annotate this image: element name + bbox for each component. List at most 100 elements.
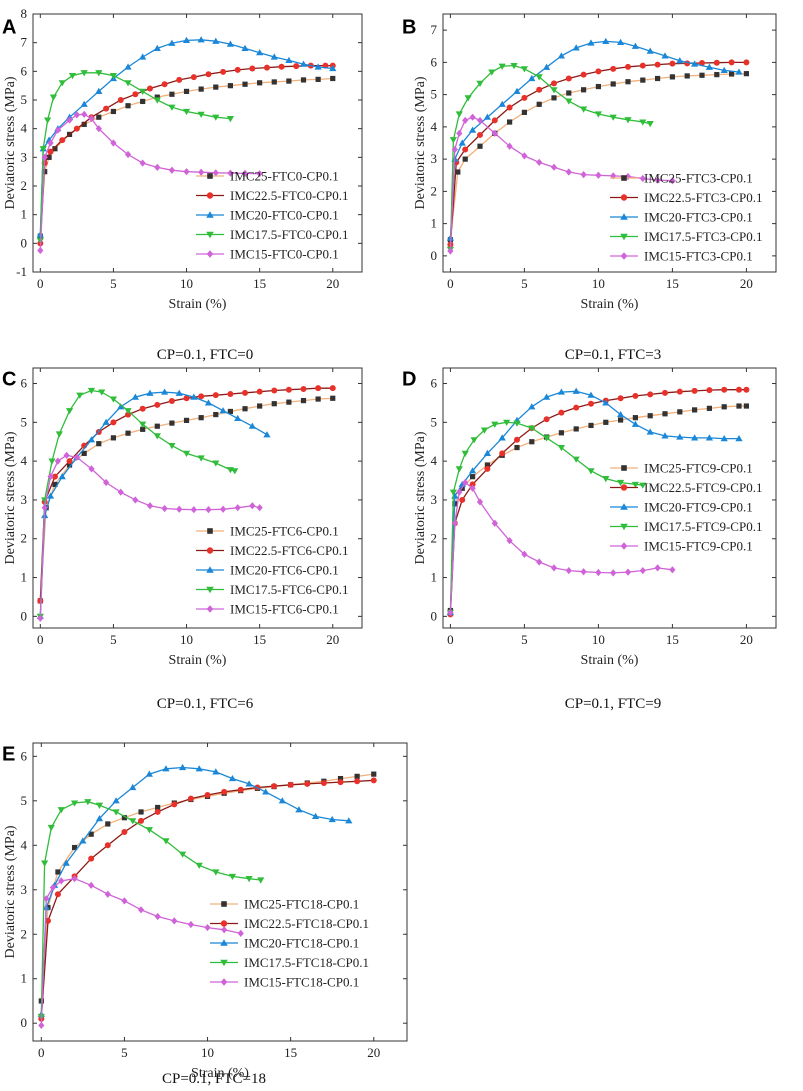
data-point	[449, 137, 457, 144]
data-point	[300, 385, 307, 392]
legend-label: IMC17.5-FTC0-CP0.1	[230, 227, 348, 242]
data-point	[41, 504, 48, 512]
data-point	[669, 566, 676, 574]
data-point	[242, 389, 249, 396]
data-point	[631, 481, 639, 489]
data-point	[242, 81, 248, 87]
legend-marker	[206, 250, 214, 258]
y-axis-label: Deviatoric stress (MPa)	[3, 825, 18, 958]
data-point	[257, 403, 263, 409]
data-point	[632, 415, 638, 421]
data-point	[124, 80, 132, 87]
data-point	[594, 111, 602, 118]
legend-label: IMC17.5-FTC3-CP0.1	[644, 229, 762, 244]
series-line	[449, 421, 643, 613]
data-point	[729, 71, 735, 77]
data-point	[618, 417, 624, 423]
data-point	[182, 108, 191, 116]
y-tick-label: 1	[431, 216, 438, 231]
y-tick-label: 3	[431, 492, 438, 507]
panel-caption: CP=0.1, FTC=9	[565, 696, 662, 712]
data-point	[162, 765, 170, 772]
y-tick-label: 6	[431, 54, 438, 69]
data-point	[625, 63, 631, 70]
data-point	[684, 73, 690, 79]
data-point	[62, 859, 70, 866]
data-point	[262, 788, 270, 795]
series-IMC15-FTC0-CP0.1	[37, 110, 263, 255]
data-point	[639, 482, 647, 489]
y-tick-label: 3	[21, 882, 28, 897]
data-point	[286, 399, 292, 405]
data-point	[557, 388, 565, 395]
data-point	[73, 453, 80, 461]
data-point	[639, 174, 646, 183]
data-point	[456, 488, 463, 496]
data-point	[234, 504, 241, 512]
data-point	[46, 492, 55, 499]
data-point	[449, 489, 457, 496]
data-point	[39, 146, 47, 153]
data-point	[117, 488, 124, 496]
data-point	[183, 395, 190, 402]
data-point	[155, 804, 161, 811]
data-point	[661, 432, 669, 439]
data-point	[743, 59, 750, 66]
data-point	[354, 773, 360, 779]
data-point	[311, 812, 320, 819]
data-point	[521, 152, 528, 160]
data-point	[480, 427, 489, 434]
data-point	[46, 154, 52, 160]
data-point	[469, 484, 476, 492]
data-point	[706, 387, 713, 394]
data-point	[228, 774, 237, 782]
data-point	[198, 415, 204, 421]
panel-letter: B	[402, 17, 416, 39]
data-point	[171, 801, 178, 808]
data-point	[610, 569, 617, 577]
data-point	[721, 404, 727, 410]
chart-panel-c: C 0 5 10 15 20 0 1 2 3 4 5 6 Strain (%) Deviatoric str…	[2, 367, 363, 712]
y-tick-label: 1	[21, 971, 28, 986]
data-point	[179, 851, 187, 858]
data-point	[491, 519, 498, 527]
legend-marker	[620, 503, 628, 510]
data-point	[625, 79, 631, 85]
data-point	[117, 403, 125, 410]
y-tick-label: 6	[431, 376, 438, 391]
data-point	[566, 90, 572, 96]
data-point	[320, 780, 327, 787]
data-point	[161, 388, 169, 395]
data-point	[112, 809, 120, 816]
series-line	[39, 389, 235, 617]
series-IMC17.5-FTC9-CP0.1	[446, 419, 647, 617]
chart-panel-b: B 0 5 10 15 20 0 1 2 3 4 5 6 7 Strain (%) Deviatoric st…	[402, 13, 777, 363]
data-point	[212, 768, 220, 775]
legend-label: IMC22.5-FTC6-CP0.1	[230, 543, 348, 558]
data-point	[87, 436, 96, 443]
data-point	[140, 98, 146, 105]
data-point	[219, 407, 227, 414]
data-point	[271, 79, 277, 85]
data-point	[146, 389, 154, 396]
data-point	[121, 828, 128, 835]
y-tick-label: 4	[21, 121, 28, 136]
data-point	[510, 63, 518, 70]
legend-marker	[621, 175, 627, 181]
data-point	[198, 86, 204, 92]
data-point	[520, 66, 528, 73]
data-point	[59, 137, 66, 144]
series-IMC22.5-FTC6-CP0.1	[37, 385, 336, 604]
data-point	[720, 435, 728, 442]
data-point	[44, 917, 51, 924]
data-point	[536, 101, 542, 107]
data-point	[124, 408, 132, 415]
data-point	[691, 60, 699, 67]
x-tick-label: 5	[110, 632, 117, 647]
data-point	[617, 410, 625, 418]
data-point	[285, 56, 293, 64]
data-point	[315, 385, 322, 392]
data-point	[228, 873, 237, 881]
data-point	[234, 414, 242, 422]
legend-label: IMC22.5-FTC0-CP0.1	[230, 188, 348, 203]
